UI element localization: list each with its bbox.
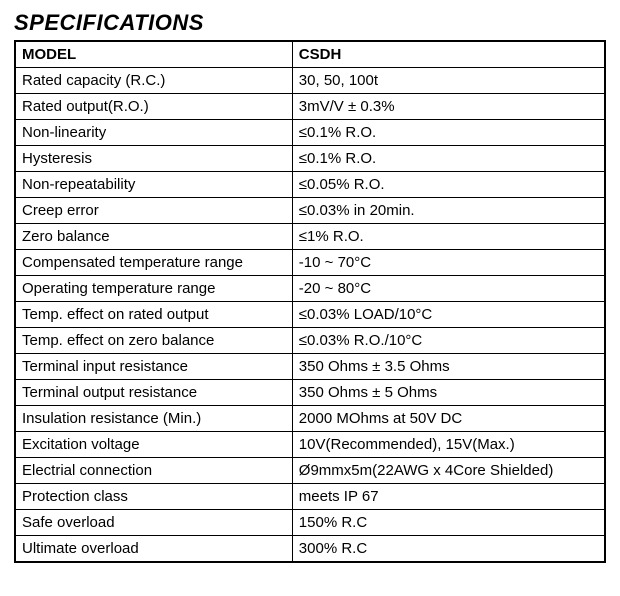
table-row: Safe overload150% R.C xyxy=(15,510,605,536)
spec-value: 30, 50, 100t xyxy=(292,68,605,94)
spec-value: meets IP 67 xyxy=(292,484,605,510)
spec-value: 350 Ohms ± 3.5 Ohms xyxy=(292,354,605,380)
spec-label: Ultimate overload xyxy=(15,536,292,563)
spec-value: 3mV/V ± 0.3% xyxy=(292,94,605,120)
header-model-label: MODEL xyxy=(15,41,292,68)
table-row: Terminal output resistance350 Ohms ± 5 O… xyxy=(15,380,605,406)
spec-value: ≤0.03% R.O./10°C xyxy=(292,328,605,354)
spec-value: ≤0.03% in 20min. xyxy=(292,198,605,224)
table-row: Ultimate overload300% R.C xyxy=(15,536,605,563)
table-row: Excitation voltage10V(Recommended), 15V(… xyxy=(15,432,605,458)
table-row: Rated capacity (R.C.)30, 50, 100t xyxy=(15,68,605,94)
table-row: Creep error≤0.03% in 20min. xyxy=(15,198,605,224)
table-row: Non-linearity≤0.1% R.O. xyxy=(15,120,605,146)
table-row: Temp. effect on rated output≤0.03% LOAD/… xyxy=(15,302,605,328)
specifications-title: SPECIFICATIONS xyxy=(14,10,606,36)
table-row: Electrial connectionØ9mmx5m(22AWG x 4Cor… xyxy=(15,458,605,484)
spec-label: Temp. effect on rated output xyxy=(15,302,292,328)
specifications-table: MODEL CSDH Rated capacity (R.C.)30, 50, … xyxy=(14,40,606,563)
spec-label: Electrial connection xyxy=(15,458,292,484)
spec-value: ≤0.1% R.O. xyxy=(292,146,605,172)
table-row: Protection classmeets IP 67 xyxy=(15,484,605,510)
spec-value: -20 ~ 80°C xyxy=(292,276,605,302)
spec-label: Excitation voltage xyxy=(15,432,292,458)
table-row: Rated output(R.O.)3mV/V ± 0.3% xyxy=(15,94,605,120)
spec-value: ≤1% R.O. xyxy=(292,224,605,250)
spec-label: Insulation resistance (Min.) xyxy=(15,406,292,432)
table-row: Temp. effect on zero balance≤0.03% R.O./… xyxy=(15,328,605,354)
spec-label: Non-repeatability xyxy=(15,172,292,198)
spec-value: ≤0.05% R.O. xyxy=(292,172,605,198)
table-row: Non-repeatability≤0.05% R.O. xyxy=(15,172,605,198)
spec-value: ≤0.1% R.O. xyxy=(292,120,605,146)
spec-value: 10V(Recommended), 15V(Max.) xyxy=(292,432,605,458)
spec-label: Rated output(R.O.) xyxy=(15,94,292,120)
table-row: Terminal input resistance350 Ohms ± 3.5 … xyxy=(15,354,605,380)
spec-value: 300% R.C xyxy=(292,536,605,563)
table-header-row: MODEL CSDH xyxy=(15,41,605,68)
table-row: Operating temperature range-20 ~ 80°C xyxy=(15,276,605,302)
table-row: Hysteresis≤0.1% R.O. xyxy=(15,146,605,172)
spec-label: Terminal output resistance xyxy=(15,380,292,406)
spec-label: Temp. effect on zero balance xyxy=(15,328,292,354)
spec-label: Terminal input resistance xyxy=(15,354,292,380)
header-model-value: CSDH xyxy=(292,41,605,68)
spec-value: 2000 MOhms at 50V DC xyxy=(292,406,605,432)
spec-label: Creep error xyxy=(15,198,292,224)
table-row: Compensated temperature range-10 ~ 70°C xyxy=(15,250,605,276)
spec-value: -10 ~ 70°C xyxy=(292,250,605,276)
spec-label: Compensated temperature range xyxy=(15,250,292,276)
spec-value: ≤0.03% LOAD/10°C xyxy=(292,302,605,328)
spec-label: Protection class xyxy=(15,484,292,510)
table-row: Insulation resistance (Min.)2000 MOhms a… xyxy=(15,406,605,432)
spec-value: Ø9mmx5m(22AWG x 4Core Shielded) xyxy=(292,458,605,484)
spec-label: Hysteresis xyxy=(15,146,292,172)
spec-value: 150% R.C xyxy=(292,510,605,536)
spec-label: Rated capacity (R.C.) xyxy=(15,68,292,94)
spec-label: Safe overload xyxy=(15,510,292,536)
spec-value: 350 Ohms ± 5 Ohms xyxy=(292,380,605,406)
spec-label: Zero balance xyxy=(15,224,292,250)
spec-label: Operating temperature range xyxy=(15,276,292,302)
spec-label: Non-linearity xyxy=(15,120,292,146)
table-row: Zero balance≤1% R.O. xyxy=(15,224,605,250)
